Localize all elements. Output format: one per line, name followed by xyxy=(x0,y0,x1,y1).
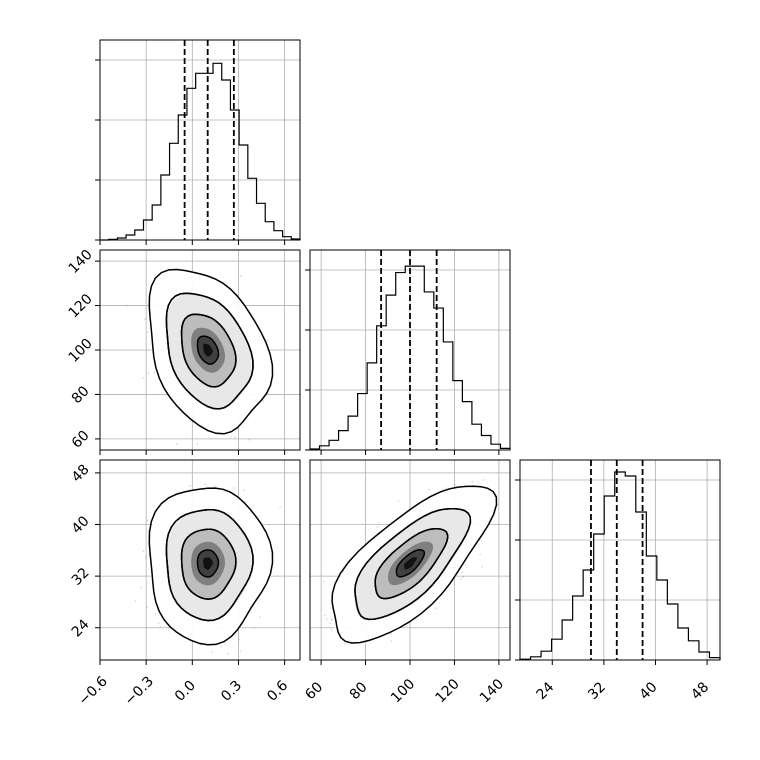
scatter-point xyxy=(238,638,241,641)
density-panel: −0.6 −0.3 0.0 0.3 0.6 24 32 40 48 xyxy=(69,459,301,709)
scatter-point xyxy=(454,484,457,486)
x-tick-label: 40 xyxy=(637,679,661,703)
scatter-point xyxy=(175,443,178,446)
contour-line xyxy=(148,487,274,646)
scatter-point xyxy=(140,586,142,589)
scatter-point xyxy=(243,489,246,492)
scatter-point xyxy=(462,576,464,579)
scatter-point xyxy=(239,650,242,653)
scatter-point xyxy=(227,653,230,655)
x-tick-label: 32 xyxy=(585,679,609,703)
scatter-point xyxy=(142,550,145,552)
y-tick-label: 120 xyxy=(66,291,96,321)
axes-frame xyxy=(519,459,721,661)
scatter-point xyxy=(248,439,251,441)
histogram-step xyxy=(100,62,301,241)
contour-line xyxy=(165,509,254,622)
scatter-point xyxy=(144,317,147,320)
scatter-point xyxy=(428,488,431,491)
scatter-point xyxy=(220,645,223,648)
scatter-point xyxy=(146,606,148,609)
scatter-point xyxy=(279,506,281,508)
scatter-point xyxy=(239,275,242,277)
density-layer xyxy=(134,483,281,655)
scatter-point xyxy=(189,484,191,487)
scatter-point xyxy=(157,622,160,625)
scatter-point xyxy=(126,304,128,307)
scatter-point xyxy=(262,400,265,403)
scatter-point xyxy=(146,331,149,334)
x-tick-label: 48 xyxy=(688,679,712,703)
density-layer xyxy=(323,479,499,645)
contour-line xyxy=(196,335,220,365)
histogram-panel: 24 32 40 48 xyxy=(515,459,721,703)
contour-line xyxy=(180,528,237,600)
scatter-point xyxy=(134,600,137,603)
scatter-point xyxy=(258,616,261,618)
scatter-point xyxy=(224,642,227,645)
contour-line xyxy=(196,549,220,578)
scatter-point xyxy=(460,578,462,580)
scatter-point xyxy=(159,626,161,628)
axes-frame xyxy=(99,39,301,241)
scatter-point xyxy=(147,372,150,375)
x-tick-label: 0.0 xyxy=(172,678,199,705)
histogram-step xyxy=(519,471,721,660)
contour-line xyxy=(180,313,237,388)
scatter-point xyxy=(153,371,155,374)
density-layer xyxy=(126,268,274,446)
scatter-point xyxy=(210,650,213,653)
y-tick-label: 60 xyxy=(69,428,93,452)
axes-frame xyxy=(99,459,301,661)
scatter-point xyxy=(233,487,236,489)
density-peak xyxy=(203,557,213,570)
scatter-point xyxy=(214,485,216,488)
x-tick-label: 24 xyxy=(533,679,557,703)
density-panel: 60 80 100 120 140 xyxy=(66,247,301,455)
scatter-point xyxy=(444,487,447,490)
x-tick-label: 0.3 xyxy=(218,678,245,705)
contour-line xyxy=(165,292,254,410)
histogram-panel xyxy=(95,39,301,245)
scatter-point xyxy=(204,483,206,485)
histogram-panel xyxy=(305,249,511,455)
scatter-point xyxy=(142,377,145,379)
scatter-point xyxy=(330,629,333,631)
scatter-point xyxy=(145,555,148,558)
scatter-point xyxy=(325,618,328,621)
y-tick-label: 140 xyxy=(66,247,96,277)
scatter-point xyxy=(154,613,157,616)
y-tick-label: 48 xyxy=(69,462,93,486)
y-tick-label: 32 xyxy=(69,565,93,589)
scatter-point xyxy=(344,643,346,645)
x-tick-label: −0.3 xyxy=(122,673,157,708)
histogram-step xyxy=(309,265,511,450)
scatter-point xyxy=(146,519,149,522)
scatter-point xyxy=(196,443,199,445)
y-tick-label: 40 xyxy=(69,513,93,537)
scatter-point xyxy=(234,436,236,439)
contour-line xyxy=(148,268,274,435)
density-peak xyxy=(203,343,213,357)
scatter-point xyxy=(266,339,269,341)
x-tick-label: 0.6 xyxy=(264,678,291,705)
corner-plot-panels: 24 32 40 48 60 80 100 120 140 −0.6 −0.3 0.0 0.3 0.6 24… xyxy=(66,39,721,709)
scatter-point xyxy=(253,626,256,629)
y-tick-label: 100 xyxy=(66,336,96,366)
x-tick-label: −0.6 xyxy=(75,673,110,708)
y-tick-label: 24 xyxy=(69,616,93,640)
y-tick-label: 80 xyxy=(69,383,93,407)
scatter-point xyxy=(331,619,334,621)
scatter-point xyxy=(145,556,147,559)
